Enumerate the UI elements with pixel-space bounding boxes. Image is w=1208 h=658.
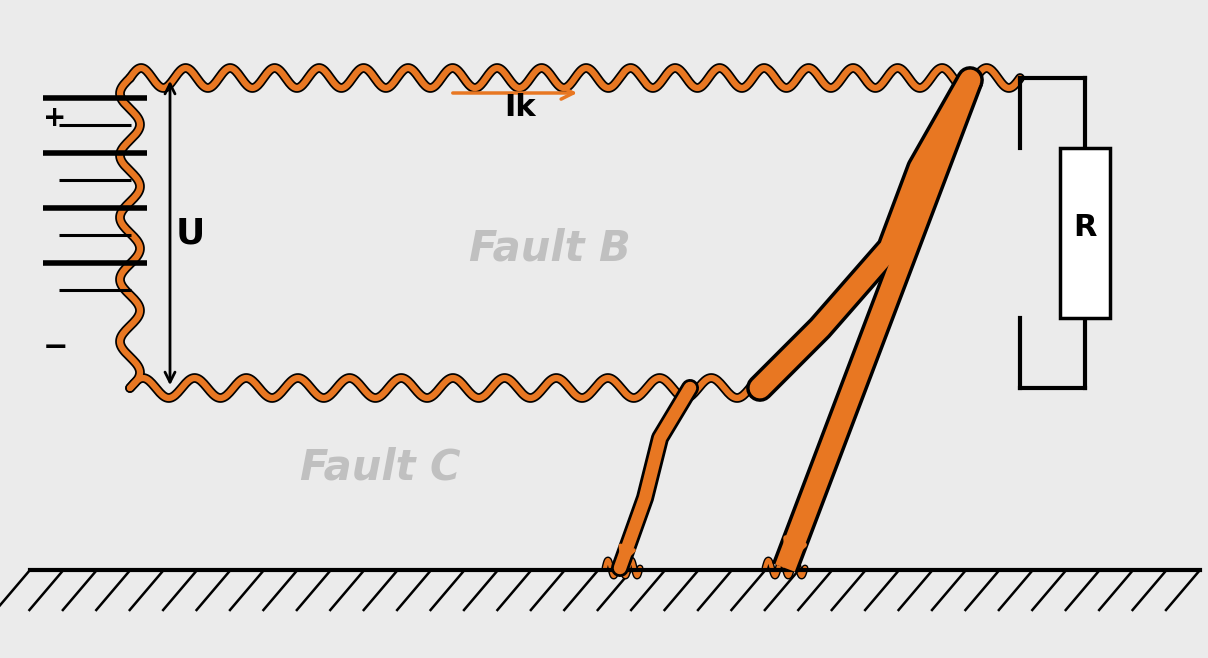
Text: +: + (43, 104, 66, 132)
Text: U: U (175, 216, 204, 250)
Text: −: − (42, 334, 68, 363)
Bar (1059, 148, 1110, 318)
Text: Fault C: Fault C (300, 447, 460, 489)
Text: Fault B: Fault B (469, 227, 631, 269)
Text: R: R (1073, 213, 1097, 243)
Text: Ik: Ik (504, 93, 536, 122)
